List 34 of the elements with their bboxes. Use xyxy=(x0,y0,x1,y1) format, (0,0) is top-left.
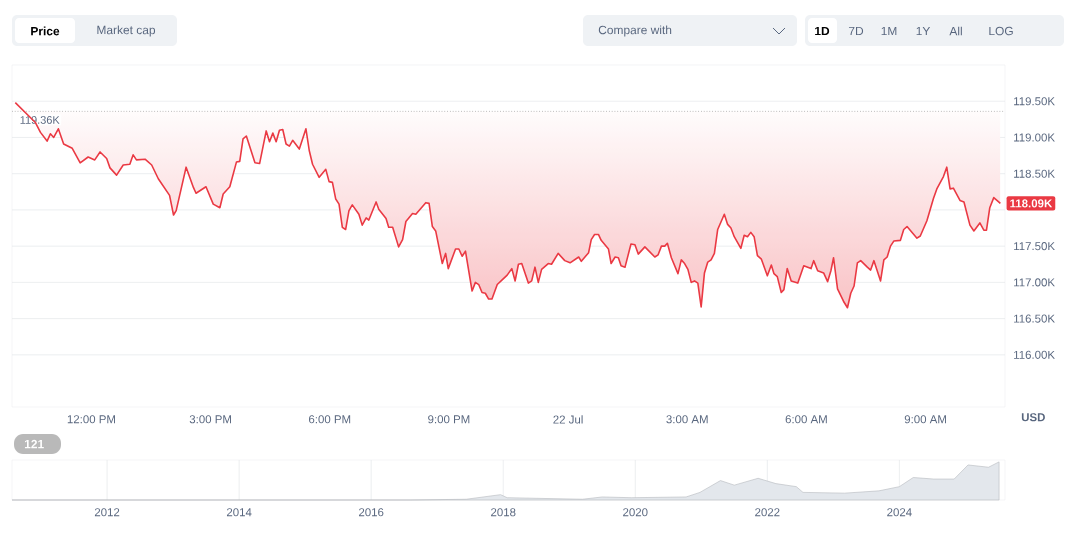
text: All xyxy=(949,26,962,36)
annotation: 118.09K xyxy=(1010,199,1053,208)
x-tick-label: 9:00 AM xyxy=(904,415,946,424)
x-tick-label: 2020 xyxy=(623,508,648,517)
text: Price xyxy=(31,26,60,36)
text: Compare with xyxy=(598,25,672,37)
x-tick-label: 2014 xyxy=(226,508,252,517)
y-tick-label: 118.50K xyxy=(1014,169,1055,178)
x-tick-label: 2018 xyxy=(491,508,516,517)
x-tick-label: 6:00 AM xyxy=(785,415,827,424)
x-tick-label: 22 Jul xyxy=(553,415,583,424)
y-tick-label: 117.00K xyxy=(1014,278,1055,287)
x-tick-label: 2024 xyxy=(887,508,912,517)
text: 7D xyxy=(848,26,864,36)
x-tick-label: 2012 xyxy=(94,508,120,517)
y-tick-label: 119.00K xyxy=(1014,133,1055,142)
y-tick-label: 116.00K xyxy=(1014,350,1055,359)
text: LOG xyxy=(989,26,1013,36)
x-tick-label: 2016 xyxy=(359,508,384,517)
text: Market cap xyxy=(97,25,156,37)
x-tick-label: 3:00 AM xyxy=(666,415,708,424)
x-tick-label: 9:00 PM xyxy=(428,415,470,424)
y-tick-label: 116.50K xyxy=(1014,314,1055,323)
y-tick-label: 117.50K xyxy=(1014,242,1055,251)
y-axis-title: USD xyxy=(1021,413,1045,422)
text: 1M xyxy=(881,26,897,36)
x-tick-label: 3:00 PM xyxy=(189,415,231,424)
y-tick-label: 119.50K xyxy=(1014,97,1055,106)
x-tick-label: 6:00 PM xyxy=(309,415,351,424)
text: 1D xyxy=(815,26,830,36)
x-tick-label: 12:00 PM xyxy=(67,415,115,424)
x-tick-label: 2022 xyxy=(755,508,780,517)
text: 121 xyxy=(24,439,44,449)
text: 1Y xyxy=(916,26,931,36)
